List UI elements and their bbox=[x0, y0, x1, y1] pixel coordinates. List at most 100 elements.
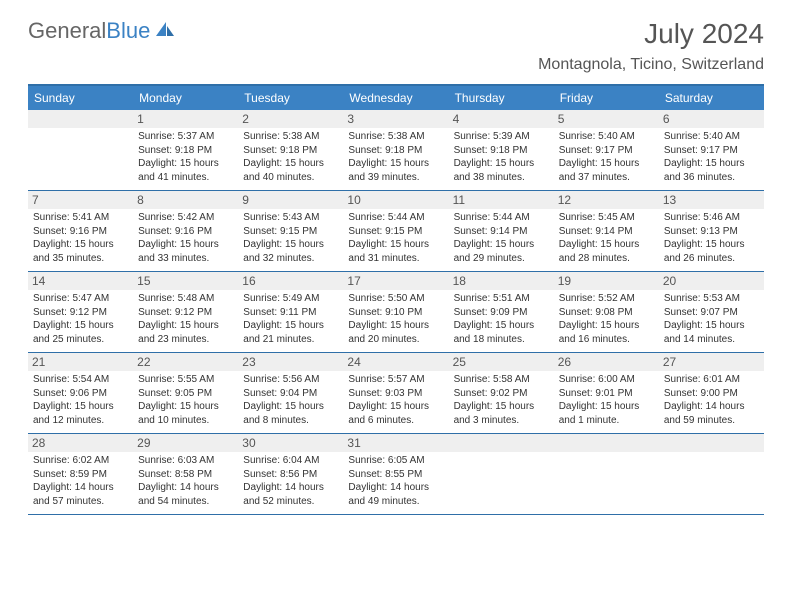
day-number: 28 bbox=[28, 434, 133, 452]
daylight-line: Daylight: 15 hours and 33 minutes. bbox=[138, 238, 233, 265]
sunset-line: Sunset: 9:01 PM bbox=[559, 387, 654, 401]
day-number: 1 bbox=[133, 110, 238, 128]
sunset-line: Sunset: 9:08 PM bbox=[559, 306, 654, 320]
sunrise-line: Sunrise: 5:55 AM bbox=[138, 373, 233, 387]
daylight-line: Daylight: 15 hours and 23 minutes. bbox=[138, 319, 233, 346]
day-number bbox=[554, 434, 659, 452]
day-header: Friday bbox=[554, 86, 659, 110]
sunrise-line: Sunrise: 5:40 AM bbox=[664, 130, 759, 144]
day-number: 14 bbox=[28, 272, 133, 290]
calendar-cell: 1Sunrise: 5:37 AMSunset: 9:18 PMDaylight… bbox=[133, 110, 238, 190]
day-number: 15 bbox=[133, 272, 238, 290]
calendar-cell: 23Sunrise: 5:56 AMSunset: 9:04 PMDayligh… bbox=[238, 353, 343, 433]
sunrise-line: Sunrise: 5:38 AM bbox=[348, 130, 443, 144]
sunrise-line: Sunrise: 5:40 AM bbox=[559, 130, 654, 144]
day-number: 31 bbox=[343, 434, 448, 452]
sunset-line: Sunset: 9:03 PM bbox=[348, 387, 443, 401]
day-header: Monday bbox=[133, 86, 238, 110]
day-number bbox=[28, 110, 133, 128]
calendar-week: 1Sunrise: 5:37 AMSunset: 9:18 PMDaylight… bbox=[28, 110, 764, 191]
sunrise-line: Sunrise: 5:56 AM bbox=[243, 373, 338, 387]
sunset-line: Sunset: 9:02 PM bbox=[454, 387, 549, 401]
calendar-cell-empty bbox=[449, 434, 554, 514]
title-block: July 2024 Montagnola, Ticino, Switzerlan… bbox=[538, 18, 764, 74]
sunrise-line: Sunrise: 5:54 AM bbox=[33, 373, 128, 387]
day-number: 10 bbox=[343, 191, 448, 209]
daylight-line: Daylight: 15 hours and 39 minutes. bbox=[348, 157, 443, 184]
sunset-line: Sunset: 9:18 PM bbox=[454, 144, 549, 158]
day-number: 18 bbox=[449, 272, 554, 290]
logo-text-blue: Blue bbox=[106, 18, 150, 44]
calendar-cell: 8Sunrise: 5:42 AMSunset: 9:16 PMDaylight… bbox=[133, 191, 238, 271]
sunset-line: Sunset: 9:16 PM bbox=[138, 225, 233, 239]
sunrise-line: Sunrise: 5:41 AM bbox=[33, 211, 128, 225]
daylight-line: Daylight: 15 hours and 35 minutes. bbox=[33, 238, 128, 265]
sunrise-line: Sunrise: 6:04 AM bbox=[243, 454, 338, 468]
daylight-line: Daylight: 15 hours and 38 minutes. bbox=[454, 157, 549, 184]
day-number: 6 bbox=[659, 110, 764, 128]
sunset-line: Sunset: 9:18 PM bbox=[348, 144, 443, 158]
daylight-line: Daylight: 15 hours and 26 minutes. bbox=[664, 238, 759, 265]
daylight-line: Daylight: 15 hours and 16 minutes. bbox=[559, 319, 654, 346]
sunset-line: Sunset: 8:59 PM bbox=[33, 468, 128, 482]
sunrise-line: Sunrise: 5:57 AM bbox=[348, 373, 443, 387]
calendar-cell: 13Sunrise: 5:46 AMSunset: 9:13 PMDayligh… bbox=[659, 191, 764, 271]
calendar-cell: 21Sunrise: 5:54 AMSunset: 9:06 PMDayligh… bbox=[28, 353, 133, 433]
daylight-line: Daylight: 14 hours and 54 minutes. bbox=[138, 481, 233, 508]
day-number: 24 bbox=[343, 353, 448, 371]
month-title: July 2024 bbox=[538, 18, 764, 50]
day-number: 27 bbox=[659, 353, 764, 371]
sunset-line: Sunset: 9:00 PM bbox=[664, 387, 759, 401]
daylight-line: Daylight: 15 hours and 25 minutes. bbox=[33, 319, 128, 346]
daylight-line: Daylight: 15 hours and 28 minutes. bbox=[559, 238, 654, 265]
sunset-line: Sunset: 8:56 PM bbox=[243, 468, 338, 482]
daylight-line: Daylight: 14 hours and 49 minutes. bbox=[348, 481, 443, 508]
calendar-cell: 12Sunrise: 5:45 AMSunset: 9:14 PMDayligh… bbox=[554, 191, 659, 271]
sunset-line: Sunset: 9:14 PM bbox=[559, 225, 654, 239]
day-header: Thursday bbox=[449, 86, 554, 110]
day-number: 5 bbox=[554, 110, 659, 128]
calendar-cell: 25Sunrise: 5:58 AMSunset: 9:02 PMDayligh… bbox=[449, 353, 554, 433]
daylight-line: Daylight: 15 hours and 18 minutes. bbox=[454, 319, 549, 346]
calendar-cell: 14Sunrise: 5:47 AMSunset: 9:12 PMDayligh… bbox=[28, 272, 133, 352]
calendar-cell-empty bbox=[659, 434, 764, 514]
sunset-line: Sunset: 9:12 PM bbox=[33, 306, 128, 320]
location-text: Montagnola, Ticino, Switzerland bbox=[538, 56, 764, 74]
day-number: 4 bbox=[449, 110, 554, 128]
sunrise-line: Sunrise: 5:44 AM bbox=[348, 211, 443, 225]
sunrise-line: Sunrise: 5:53 AM bbox=[664, 292, 759, 306]
sunset-line: Sunset: 8:58 PM bbox=[138, 468, 233, 482]
daylight-line: Daylight: 15 hours and 36 minutes. bbox=[664, 157, 759, 184]
calendar-cell: 29Sunrise: 6:03 AMSunset: 8:58 PMDayligh… bbox=[133, 434, 238, 514]
calendar: SundayMondayTuesdayWednesdayThursdayFrid… bbox=[28, 84, 764, 515]
calendar-cell: 19Sunrise: 5:52 AMSunset: 9:08 PMDayligh… bbox=[554, 272, 659, 352]
calendar-week: 14Sunrise: 5:47 AMSunset: 9:12 PMDayligh… bbox=[28, 272, 764, 353]
sunrise-line: Sunrise: 6:00 AM bbox=[559, 373, 654, 387]
sunrise-line: Sunrise: 5:42 AM bbox=[138, 211, 233, 225]
daylight-line: Daylight: 15 hours and 41 minutes. bbox=[138, 157, 233, 184]
day-number: 2 bbox=[238, 110, 343, 128]
calendar-cell: 26Sunrise: 6:00 AMSunset: 9:01 PMDayligh… bbox=[554, 353, 659, 433]
calendar-body: 1Sunrise: 5:37 AMSunset: 9:18 PMDaylight… bbox=[28, 110, 764, 515]
daylight-line: Daylight: 15 hours and 12 minutes. bbox=[33, 400, 128, 427]
logo: GeneralBlue bbox=[28, 18, 176, 44]
daylight-line: Daylight: 15 hours and 32 minutes. bbox=[243, 238, 338, 265]
sunrise-line: Sunrise: 5:52 AM bbox=[559, 292, 654, 306]
calendar-week: 28Sunrise: 6:02 AMSunset: 8:59 PMDayligh… bbox=[28, 434, 764, 515]
day-number: 25 bbox=[449, 353, 554, 371]
calendar-cell: 2Sunrise: 5:38 AMSunset: 9:18 PMDaylight… bbox=[238, 110, 343, 190]
sunset-line: Sunset: 9:12 PM bbox=[138, 306, 233, 320]
page-header: GeneralBlue July 2024 Montagnola, Ticino… bbox=[0, 0, 792, 78]
logo-text-gray: General bbox=[28, 18, 106, 44]
sunset-line: Sunset: 9:09 PM bbox=[454, 306, 549, 320]
daylight-line: Daylight: 15 hours and 1 minute. bbox=[559, 400, 654, 427]
day-number: 30 bbox=[238, 434, 343, 452]
sunset-line: Sunset: 9:04 PM bbox=[243, 387, 338, 401]
daylight-line: Daylight: 15 hours and 10 minutes. bbox=[138, 400, 233, 427]
day-number: 20 bbox=[659, 272, 764, 290]
sunset-line: Sunset: 9:15 PM bbox=[348, 225, 443, 239]
daylight-line: Daylight: 15 hours and 21 minutes. bbox=[243, 319, 338, 346]
sunset-line: Sunset: 9:18 PM bbox=[138, 144, 233, 158]
sunset-line: Sunset: 9:05 PM bbox=[138, 387, 233, 401]
calendar-cell: 24Sunrise: 5:57 AMSunset: 9:03 PMDayligh… bbox=[343, 353, 448, 433]
